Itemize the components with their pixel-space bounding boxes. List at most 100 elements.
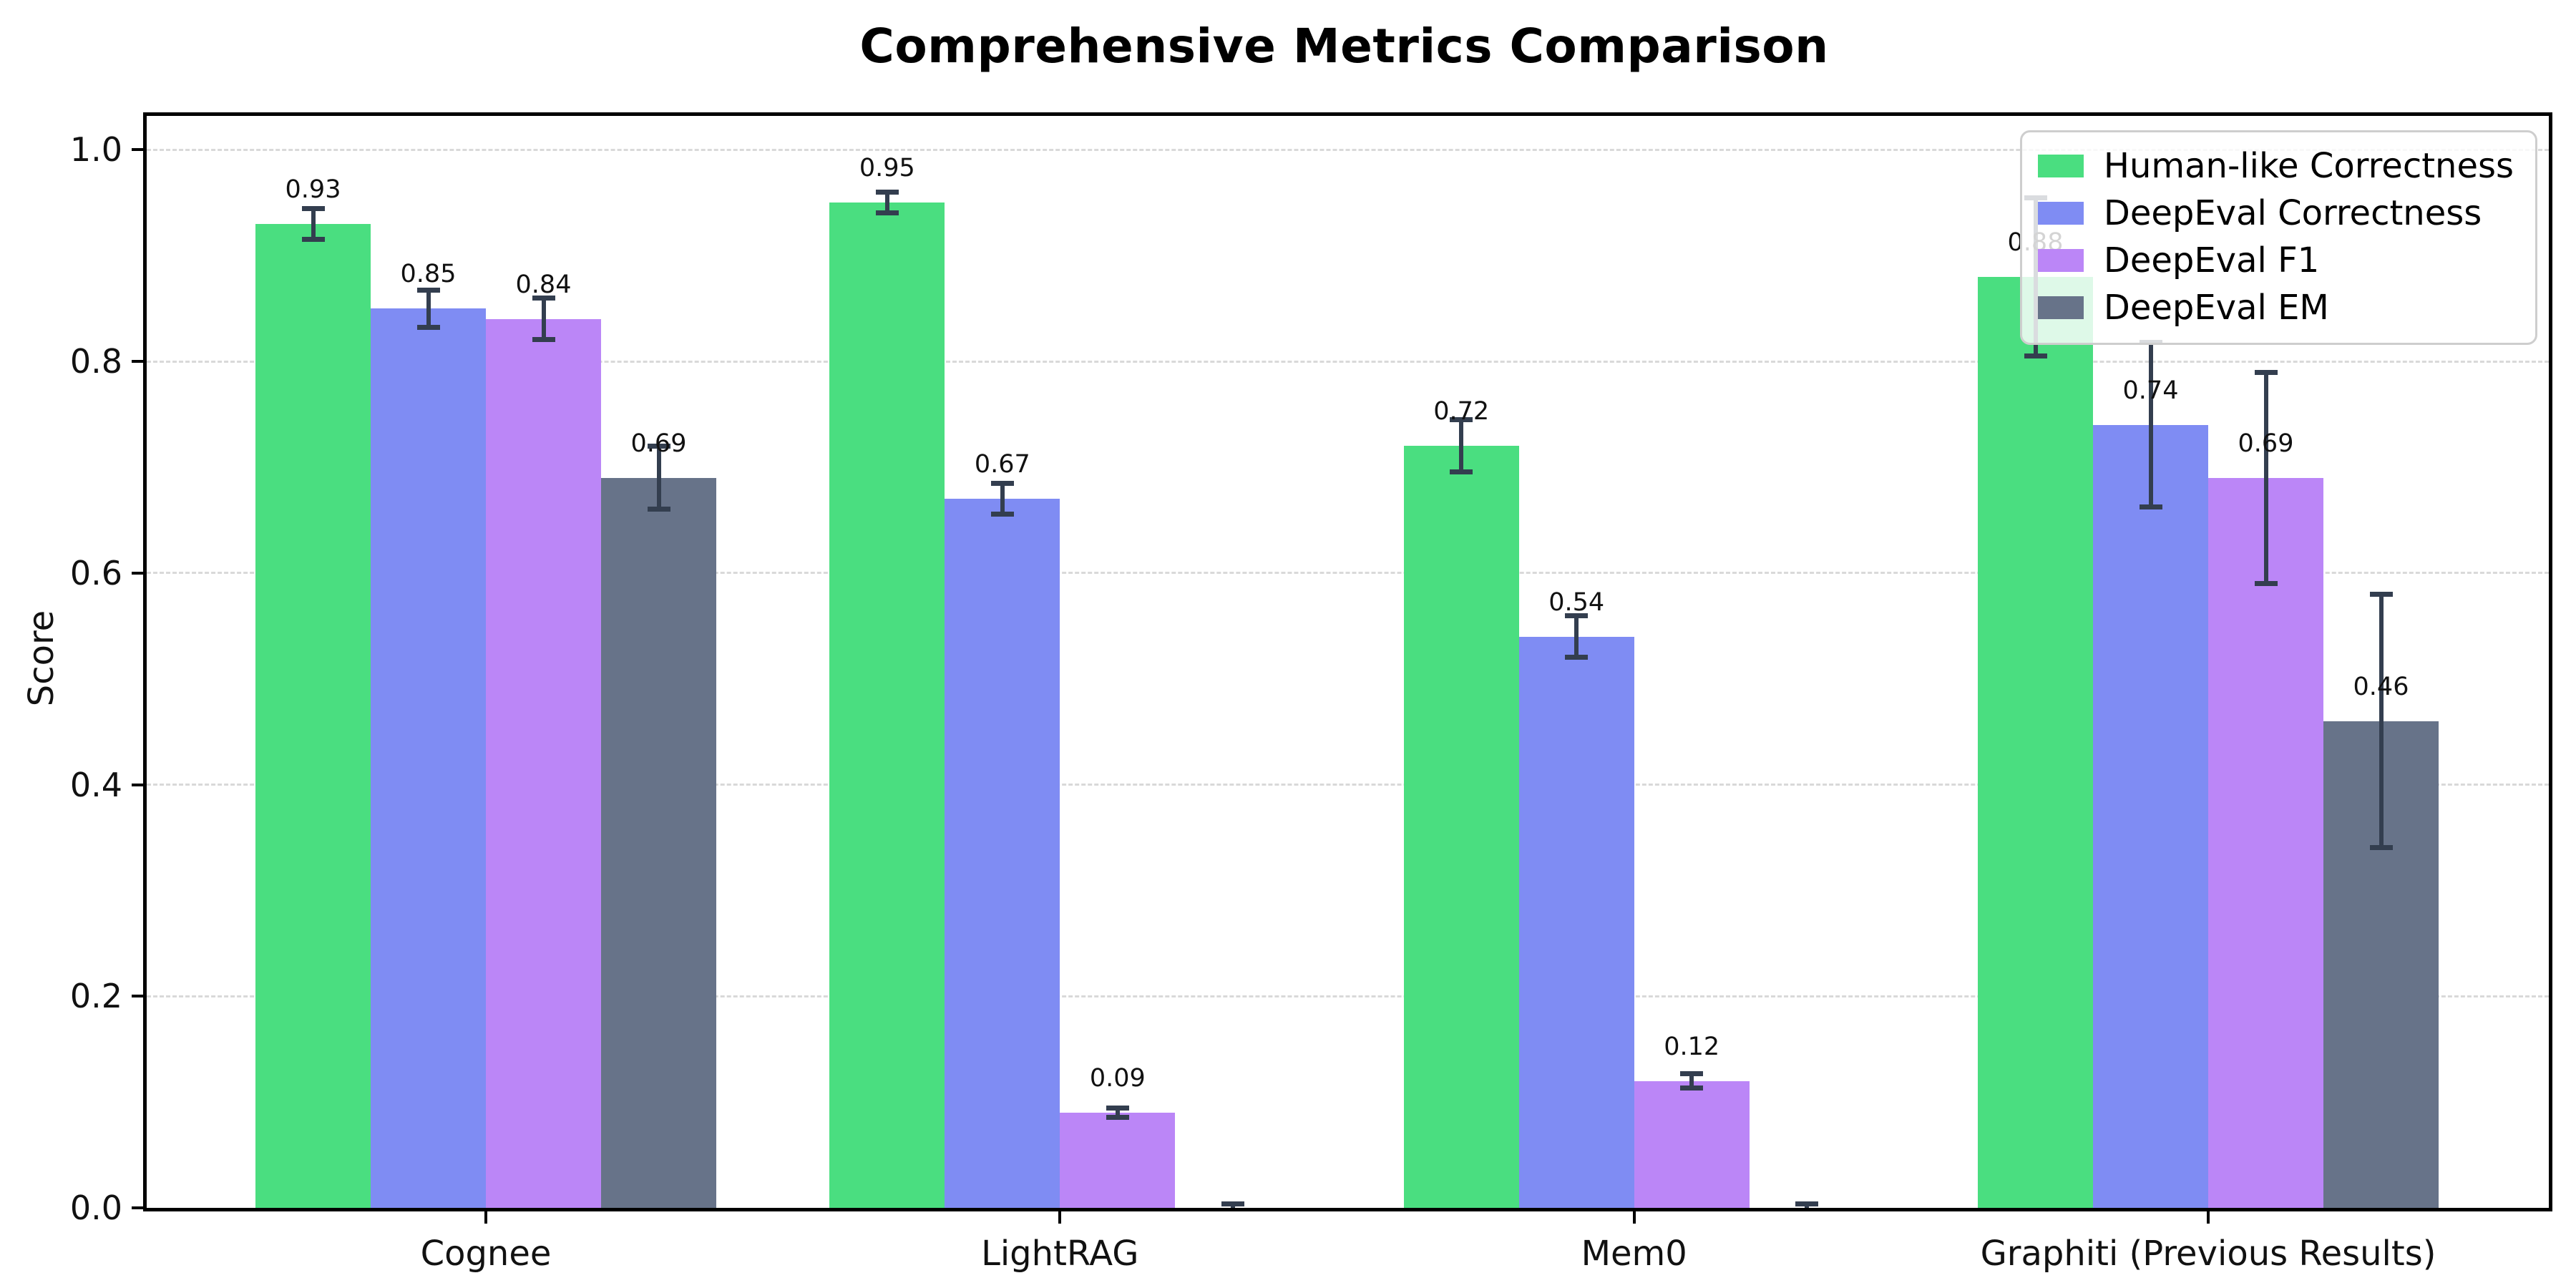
error-bar-line — [1459, 419, 1464, 473]
y-tick-label: 0.2 — [69, 977, 122, 1016]
bar — [945, 499, 1060, 1208]
error-bar-cap-top — [1106, 1105, 1129, 1111]
error-bar-cap-bottom — [1106, 1115, 1129, 1121]
error-bar-line — [2379, 594, 2384, 849]
bar — [1518, 636, 1634, 1208]
error-bar-line — [2263, 371, 2268, 584]
gridline — [147, 360, 2549, 363]
bar — [255, 223, 371, 1208]
bar — [486, 318, 601, 1208]
error-bar-line — [1574, 615, 1579, 658]
error-bar-line — [656, 446, 661, 510]
bar — [1978, 276, 2093, 1208]
bar-value-label: 0.09 — [1089, 1063, 1146, 1093]
legend-item: Human-like Correctness — [2037, 142, 2514, 190]
legend-label: DeepEval Correctness — [2103, 193, 2482, 233]
bar-value-label: 0.72 — [1433, 397, 1490, 426]
bar-value-label: 0.95 — [859, 154, 915, 183]
x-tick-label: Mem0 — [1581, 1234, 1687, 1274]
bar — [829, 203, 945, 1208]
error-bar-cap-top — [1221, 1201, 1244, 1207]
bar — [1060, 1112, 1176, 1208]
error-bar-cap-bottom — [875, 210, 899, 216]
bar-value-label: 0.85 — [400, 260, 457, 289]
bar — [2208, 477, 2323, 1208]
error-bar-cap-bottom — [2024, 353, 2047, 358]
y-tick-label: 0.4 — [69, 765, 122, 804]
bar-value-label: 0.46 — [2353, 672, 2409, 701]
bar-value-label: 0.12 — [1664, 1032, 1720, 1061]
bar — [601, 477, 716, 1208]
error-bar-line — [1689, 1073, 1694, 1088]
y-tick-label: 0.0 — [69, 1189, 122, 1227]
bar — [371, 308, 486, 1208]
error-bar-cap-bottom — [532, 337, 555, 343]
error-bar-cap-top — [1565, 613, 1589, 618]
bar — [2093, 424, 2208, 1208]
bar — [1634, 1080, 1750, 1208]
error-bar-line — [426, 289, 431, 328]
error-bar-cap-top — [2369, 592, 2393, 597]
y-axis-tick — [132, 1206, 143, 1209]
error-bar-cap-bottom — [647, 507, 670, 512]
bar — [1403, 446, 1519, 1208]
error-bar-cap-top — [301, 205, 325, 211]
bar-value-label: 0.69 — [2238, 429, 2294, 458]
chart-title: Comprehensive Metrics Comparison — [859, 19, 1829, 74]
error-bar-line — [1115, 1107, 1120, 1118]
error-bar-cap-bottom — [2369, 845, 2393, 851]
legend-item: DeepEval EM — [2037, 284, 2514, 331]
plot-area: 0.930.950.720.880.850.670.540.740.840.09… — [70, 112, 2552, 1274]
legend-swatch — [2037, 202, 2084, 225]
y-axis-tick — [132, 148, 143, 152]
error-bar-cap-top — [647, 444, 670, 449]
error-bar-line — [884, 192, 889, 214]
gridline — [147, 995, 2549, 997]
error-bar-cap-top — [416, 287, 440, 293]
error-bar-cap-bottom — [990, 512, 1014, 517]
legend-item: DeepEval Correctness — [2037, 190, 2514, 237]
legend-label: DeepEval EM — [2103, 288, 2329, 328]
error-bar-cap-top — [1795, 1201, 1819, 1207]
error-bar-cap-top — [2254, 369, 2278, 375]
error-bar-cap-bottom — [301, 237, 325, 242]
y-axis-tick — [132, 995, 143, 998]
y-tick-label: 1.0 — [69, 130, 122, 170]
error-bar-cap-bottom — [1680, 1085, 1704, 1091]
x-tick-label: Cognee — [420, 1234, 552, 1274]
x-axis-tick — [2207, 1211, 2210, 1224]
y-axis-tick — [132, 360, 143, 364]
gridline — [147, 148, 2549, 151]
x-axis-tick — [1632, 1211, 1636, 1224]
error-bar-line — [2148, 342, 2153, 508]
legend-swatch — [2037, 296, 2084, 319]
error-bar-line — [541, 298, 546, 341]
y-axis-label: Score — [21, 610, 62, 707]
gridline — [147, 784, 2549, 786]
x-tick-label: Graphiti (Previous Results) — [1980, 1234, 2436, 1274]
bar-value-label: 0.74 — [2122, 376, 2179, 405]
legend-swatch — [2037, 249, 2084, 272]
bar-value-label: 0.54 — [1548, 587, 1605, 617]
bar-value-label: 0.67 — [974, 450, 1030, 479]
error-bar-cap-top — [875, 190, 899, 195]
legend-item: DeepEval F1 — [2037, 237, 2514, 284]
error-bar-cap-top — [1450, 417, 1473, 423]
error-bar-cap-bottom — [1450, 469, 1473, 475]
x-axis-tick — [1058, 1211, 1062, 1224]
error-bar-cap-bottom — [1565, 655, 1589, 660]
legend-label: DeepEval F1 — [2103, 240, 2320, 280]
legend: Human-like Correctness DeepEval Correctne… — [2019, 130, 2537, 345]
bar-value-label: 0.84 — [515, 270, 572, 299]
error-bar-line — [1000, 483, 1005, 515]
legend-swatch — [2037, 155, 2084, 177]
legend-label: Human-like Correctness — [2103, 146, 2514, 186]
error-bar-cap-bottom — [2139, 504, 2162, 510]
error-bar-cap-bottom — [416, 324, 440, 330]
error-bar-cap-bottom — [2254, 580, 2278, 586]
error-bar-cap-top — [532, 296, 555, 301]
y-axis-tick — [132, 783, 143, 786]
x-tick-label: LightRAG — [981, 1234, 1139, 1274]
error-bar-line — [311, 208, 316, 240]
